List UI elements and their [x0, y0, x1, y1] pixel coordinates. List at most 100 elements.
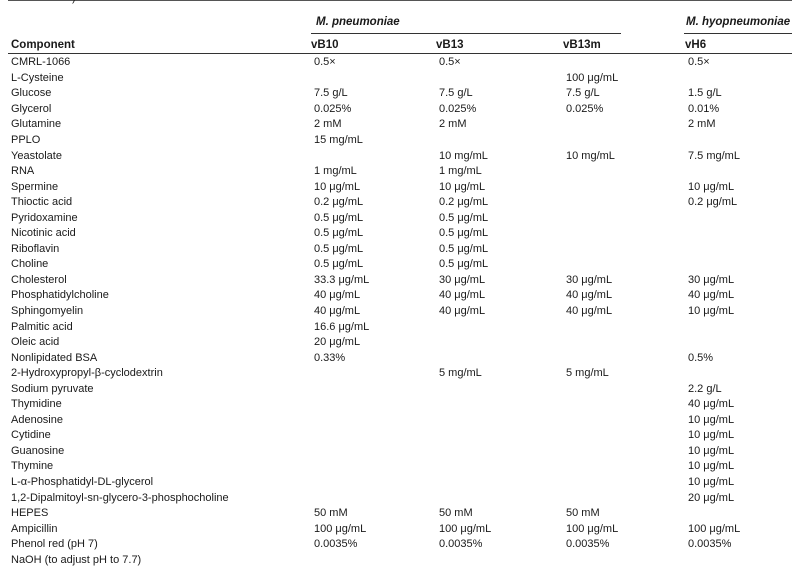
table-row: Adenosine 10 μg/mL: [8, 413, 795, 429]
cell-component: 1,2-Dipalmitoyl-sn-glycero-3-phosphochol…: [11, 491, 229, 504]
cell-component: Cytidine: [11, 429, 51, 442]
table-row: Ampicillin 100 μg/mL 100 μg/mL 100 μg/mL 100…: [8, 521, 795, 537]
table-row: PPLO 15 mg/mL: [8, 133, 795, 149]
cell-component: L-α-Phosphatidyl-DL-glycerol: [11, 476, 154, 489]
table-row: Cholesterol 33.3 μg/mL 30 μg/mL 30 μg/mL 30 …: [8, 273, 795, 289]
column-header-vb13: vB13: [436, 39, 464, 51]
cell-vh6: 2.2 g/L: [688, 382, 722, 395]
table-row: Cytidine 10 μg/mL: [8, 428, 795, 444]
cell-vb13: [439, 553, 566, 569]
cell-vb10: [314, 444, 439, 460]
table-row: Phenol red (pH 7) 0.0035% 0.0035% 0.0035% 0.…: [8, 537, 795, 553]
table-row: HEPES 50 mM 50 mM 50 mM: [8, 506, 795, 522]
cell-vb10: 2 mM: [314, 118, 342, 131]
table-row: Phosphatidylcholine 40 μg/mL 40 μg/mL 40 μg…: [8, 288, 795, 304]
cell-vb13: 30 μg/mL: [439, 273, 486, 286]
cell-vb10: 40 μg/mL: [314, 305, 361, 318]
cell-vb13m: [566, 133, 688, 149]
cell-vb10: [314, 428, 439, 444]
cell-vb13m: [566, 195, 688, 211]
cell-vb13m: [566, 381, 688, 397]
cell-component: Thymine: [11, 460, 54, 473]
cell-component: RNA: [11, 165, 35, 178]
cell-component: Nicotinic acid: [11, 227, 76, 240]
cell-vh6: [688, 210, 795, 226]
table-row: Pyridoxamine 0.5 μg/mL 0.5 μg/mL: [8, 210, 795, 226]
cell-vb10: [314, 381, 439, 397]
cell-vb10: 7.5 g/L: [314, 87, 348, 100]
table-row: Sphingomyelin 40 μg/mL 40 μg/mL 40 μg/mL 10 …: [8, 304, 795, 320]
cell-vh6: [688, 319, 795, 335]
cell-vb10: 0.0035%: [314, 538, 358, 551]
cell-vb13: 40 μg/mL: [439, 289, 486, 302]
group-rule-m-hyopneumoniae: [684, 33, 792, 34]
cell-vb13m: [566, 475, 688, 491]
cell-component: CMRL-1066: [11, 56, 71, 69]
cell-vb10: 50 mM: [314, 507, 348, 520]
table-row: Nonlipidated BSA 0.33% 0.5%: [8, 350, 795, 366]
table-row: L-Cysteine 100 μg/mL: [8, 71, 795, 87]
cell-vb13m: 30 μg/mL: [566, 273, 613, 286]
cell-vb13m: [566, 459, 688, 475]
cell-component: L-Cysteine: [11, 71, 64, 84]
cell-vb13: 7.5 g/L: [439, 87, 473, 100]
table-row: 1,2-Dipalmitoyl-sn-glycero-3-phosphochol…: [8, 490, 795, 506]
cell-vb10: 0.5×: [314, 56, 336, 69]
cell-vb13m: [566, 117, 688, 133]
cell-component: Glucose: [11, 87, 52, 100]
cell-vb10: [314, 71, 439, 87]
cell-component: Sphingomyelin: [11, 305, 84, 318]
cell-component: 2-Hydroxypropyl-β-cyclodextrin: [11, 367, 163, 380]
group-rule-m-pneumoniae: [311, 33, 621, 34]
cell-component: PPLO: [11, 134, 41, 146]
cell-vh6: [688, 226, 795, 242]
cell-component: Nonlipidated BSA: [11, 351, 98, 364]
cell-vb10: 16.6 μg/mL: [314, 320, 370, 333]
cell-vb13: 0.2 μg/mL: [439, 196, 489, 209]
cell-vb10: 0.5 μg/mL: [314, 211, 364, 224]
cell-vb10: [314, 148, 439, 164]
cell-vb13: [439, 397, 566, 413]
cell-vb13: 0.025%: [439, 102, 477, 115]
cell-vb10: [314, 413, 439, 429]
cell-vh6: 1.5 g/L: [688, 87, 722, 100]
cell-vb10: [314, 475, 439, 491]
table-row: CMRL-1066 0.5× 0.5× 0.5×: [8, 55, 795, 71]
cell-vb10: 10 μg/mL: [314, 180, 361, 193]
cell-vb13m: [566, 428, 688, 444]
cell-vb13m: 7.5 g/L: [566, 87, 600, 100]
cell-vb13m: 10 mg/mL: [566, 149, 615, 162]
cell-vb13: [439, 475, 566, 491]
cell-vb13: 40 μg/mL: [439, 305, 486, 318]
cell-vb13: [439, 459, 566, 475]
cell-vb13m: 40 μg/mL: [566, 305, 613, 318]
cell-vh6: [688, 366, 795, 382]
cell-vh6: [688, 164, 795, 180]
cell-vb10: 0.5 μg/mL: [314, 258, 364, 271]
cell-vb13: [439, 428, 566, 444]
cell-vb13m: 5 mg/mL: [566, 367, 609, 380]
table-row: 2-Hydroxypropyl-β-cyclodextrin 5 mg/mL 5 m…: [8, 366, 795, 382]
cell-component: Thioctic acid: [11, 196, 73, 209]
cell-vb13m: [566, 397, 688, 413]
table-row: Glycerol 0.025% 0.025% 0.025% 0.01%: [8, 102, 795, 118]
cell-vh6: 10 μg/mL: [688, 444, 735, 457]
cell-vb13: 1 mg/mL: [439, 165, 482, 178]
table-row: NaOH (to adjust pH to 7.7): [8, 553, 795, 569]
cell-vb10: 0.33%: [314, 351, 346, 364]
cell-component: Guanosine: [11, 444, 65, 457]
cell-vh6: 0.0035%: [688, 538, 732, 551]
table-row: RNA 1 mg/mL 1 mg/mL: [8, 164, 795, 180]
cell-vb13: 0.5 μg/mL: [439, 227, 489, 240]
cell-component: Pyridoxamine: [11, 211, 78, 224]
table-row: Riboflavin 0.5 μg/mL 0.5 μg/mL: [8, 242, 795, 258]
table-row: Thioctic acid 0.2 μg/mL 0.2 μg/mL 0.2 μg/mL: [8, 195, 795, 211]
cell-vb13: [439, 319, 566, 335]
cell-vh6: [688, 242, 795, 258]
cell-vb13m: 100 μg/mL: [566, 522, 619, 535]
cell-vb13m: [566, 179, 688, 195]
cell-vh6: 0.5×: [688, 56, 710, 69]
cell-component: Yeastolate: [11, 149, 62, 162]
cell-component: Choline: [11, 258, 49, 271]
cell-vh6: 7.5 mg/mL: [688, 149, 740, 162]
